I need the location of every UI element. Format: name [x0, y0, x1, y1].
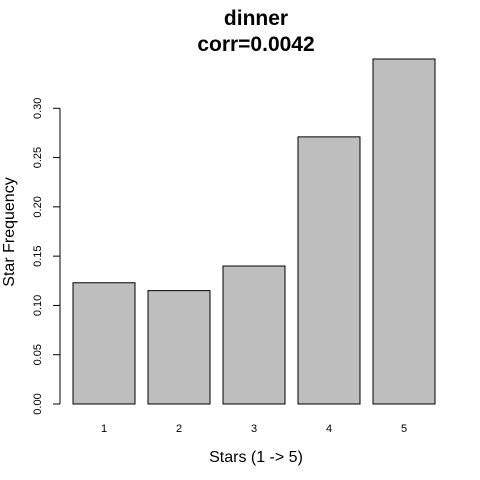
- bars: [72, 58, 436, 405]
- chart-subtitle: corr=0.0042: [197, 33, 314, 56]
- x-axis-label: Stars (1 -> 5): [209, 449, 303, 466]
- bar-2: [147, 290, 211, 405]
- y-tick-label: 0.30: [32, 98, 44, 119]
- x-tick-labels: 1 2 3 4 5: [101, 423, 407, 435]
- y-tick-label: 0.15: [32, 245, 44, 266]
- y-axis-label: Star Frequency: [1, 177, 18, 286]
- x-tick-label: 3: [251, 423, 257, 435]
- bar-4: [297, 136, 361, 405]
- bar-1: [72, 282, 136, 405]
- bar-3: [222, 265, 286, 405]
- x-tick-label: 1: [101, 423, 107, 435]
- y-tick-label: 0.20: [32, 196, 44, 217]
- x-tick-label: 5: [401, 423, 407, 435]
- y-tick-label: 0.10: [32, 295, 44, 316]
- bar-5: [372, 58, 436, 405]
- x-tick-label: 4: [326, 423, 332, 435]
- chart-title: dinner: [224, 7, 288, 30]
- y-tick-label: 0.00: [32, 393, 44, 414]
- y-tick-label: 0.25: [32, 147, 44, 168]
- y-axis: 0.00 0.05 0.10 0.15 0.20 0.25 0.30: [32, 98, 61, 415]
- y-tick-label: 0.05: [32, 344, 44, 365]
- x-tick-label: 2: [176, 423, 182, 435]
